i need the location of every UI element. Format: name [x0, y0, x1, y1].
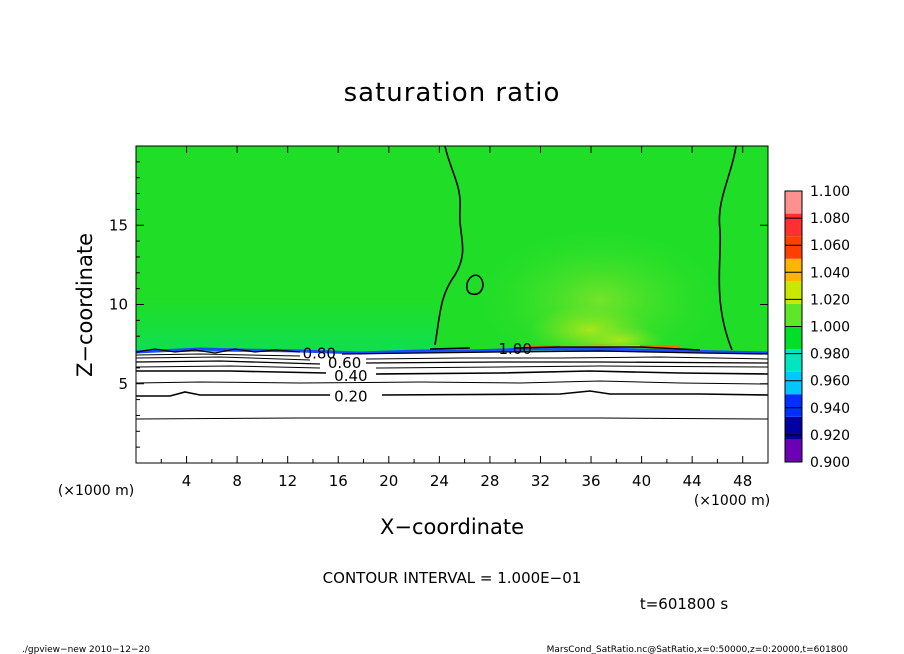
colorbar-segment: [785, 439, 802, 462]
colorbar-segment: [785, 191, 802, 214]
footer-right: MarsCond_SatRatio.nc@SatRatio,x=0:50000,…: [547, 645, 849, 654]
contour-0.30: [136, 380, 768, 385]
x-tick-label: 36: [581, 472, 600, 490]
x-tick-label: 24: [430, 472, 449, 490]
colorbar-segment: [785, 303, 802, 327]
contour-0.40: [136, 370, 768, 375]
colorbar-label: 0.920: [810, 428, 850, 444]
colorbar-label: 1.020: [810, 292, 850, 308]
x-tick-label: 8: [232, 472, 242, 490]
contour-1.00-loop: [466, 274, 484, 296]
contour-0.90: [136, 353, 301, 357]
colorbar-label: 1.000: [810, 320, 850, 336]
heatmap-field: [136, 146, 768, 463]
y-axis: 5 10 15: [109, 161, 768, 448]
colorbar-segment: [785, 349, 802, 372]
colorbar-label: 0.940: [810, 401, 850, 417]
x-tick-label: 12: [278, 472, 297, 490]
x-tick-label: 32: [531, 472, 550, 490]
y-tick-label: 10: [109, 296, 128, 314]
x-tick-label: 16: [329, 472, 348, 490]
x-tick-label: 40: [632, 472, 651, 490]
contour-0.80-wavy: [136, 348, 301, 354]
contour-label: 0.40: [334, 367, 367, 385]
footer-left: ./gpview−new 2010−12−20: [22, 645, 150, 654]
contour-0.70: [136, 356, 768, 361]
x-axis: 4 8 12 16 20 24 28 32 36 40 44 48: [160, 146, 752, 490]
contour-1.00-vertical-left: [434, 146, 464, 346]
colorbar-segment: [785, 416, 802, 440]
contour-1.00-horizontal-right: [514, 346, 701, 351]
colorbar-label: 0.960: [810, 374, 850, 390]
blue-band: [136, 347, 768, 355]
x-tick-label: 20: [379, 472, 398, 490]
x-units-right: (×1000 m): [694, 493, 770, 509]
contour-0.50: [136, 365, 768, 369]
contour-label: 0.60: [328, 354, 361, 372]
colorbar-label: 1.060: [810, 238, 850, 254]
cool-region: [136, 300, 436, 352]
y-tick-label: 15: [109, 216, 128, 234]
x-units-left: (×1000 m): [58, 483, 134, 499]
contour-0.60: [136, 360, 768, 365]
contour-lines: [136, 146, 768, 420]
chart-title: saturation ratio: [344, 78, 561, 108]
time-stamp: t=601800 s: [640, 595, 728, 613]
colorbar-segment: [785, 258, 802, 282]
x-axis-label: X−coordinate: [380, 515, 524, 539]
colorbar-segment: [785, 236, 802, 259]
y-axis-label: Z−coordinate: [73, 233, 97, 377]
contour-interval-note: CONTOUR INTERVAL = 1.000E−01: [323, 569, 582, 587]
colorbar-segment: [785, 281, 802, 304]
colorbar-segment: [785, 213, 802, 237]
colorbar-segment: [785, 326, 802, 350]
contour-labels: 1.00 0.800.600.40 0.20: [303, 340, 532, 406]
x-tick-label: 44: [683, 472, 702, 490]
x-tick-label: 4: [182, 472, 192, 490]
contour-1.00-horizontal: [429, 347, 471, 350]
contour-label: 0.20: [334, 387, 367, 405]
contour-label: 0.80: [303, 345, 336, 363]
x-tick-label: 48: [733, 472, 752, 490]
contour-label: 1.00: [498, 340, 531, 358]
colorbar-label: 0.900: [810, 455, 850, 471]
field-lower: [136, 352, 768, 463]
colorbar: 0.900 0.920 0.940 0.960 0.980 1.000 1.020 1.040…: [784, 184, 850, 471]
colorbar-label: 1.040: [810, 265, 850, 281]
colorbar-label: 0.980: [810, 347, 850, 363]
colorbar-segment: [785, 371, 802, 395]
x-tick-label: 28: [480, 472, 499, 490]
contour-0.20: [136, 390, 768, 397]
colorbar-segment: [785, 394, 802, 417]
contour-0.10: [136, 417, 768, 420]
colorbar-label: 1.080: [810, 211, 850, 227]
contour-0.80-right: [341, 350, 768, 355]
y-tick-label: 5: [118, 375, 128, 393]
contour-1.00-vertical-right: [718, 146, 737, 351]
colorbar-label: 1.100: [810, 184, 850, 200]
